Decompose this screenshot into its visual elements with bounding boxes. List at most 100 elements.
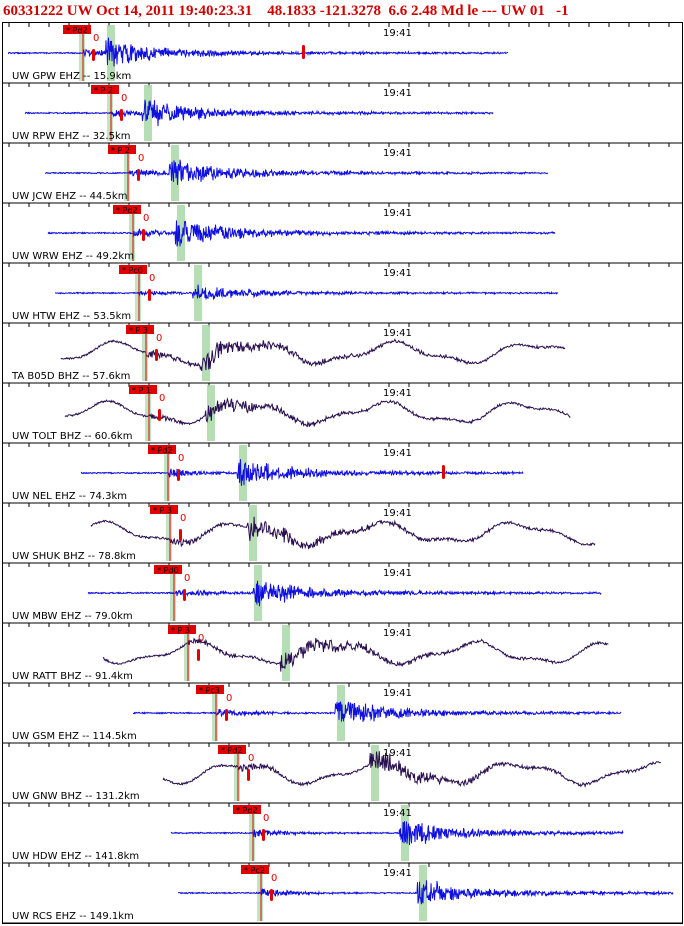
time-label: 19:41 xyxy=(383,868,412,879)
time-ticks xyxy=(8,203,670,207)
pick-weight-marker: 0 xyxy=(138,153,144,164)
trace-row: * P 1 0 19:41 UW TOLT BHZ -- 60.6km xyxy=(3,383,682,444)
station-label: UW RPW EHZ -- 32.5km xyxy=(12,131,131,142)
s-window-band xyxy=(371,745,379,801)
seismogram-svg: * Pd2 0 19:41 UW GPW EHZ -- 15.9km * P 2 0 19:… xyxy=(3,23,682,923)
p-pick-label-box[interactable] xyxy=(126,325,154,334)
trace-row: * Pd2 0 19:41 UW HDW EHZ -- 141.8km xyxy=(3,803,682,864)
pick-weight-marker: 0 xyxy=(263,813,269,824)
pick-weight-marker: 0 xyxy=(178,453,184,464)
waveform xyxy=(24,99,494,127)
waveform xyxy=(162,751,661,789)
trace-row: * Pd2 0 19:41 UW WRW EHZ -- 49.2km xyxy=(3,203,682,264)
time-ticks xyxy=(8,683,670,687)
p-pick-label: * Pd2 xyxy=(116,206,138,215)
pick-weight-marker: 0 xyxy=(143,213,149,224)
station-label: UW GPW EHZ -- 15.9km xyxy=(12,71,131,82)
trace-row: * P 3 0 19:41 UW RATT BHZ -- 91.4km xyxy=(3,623,682,684)
station-label: UW RATT BHZ -- 91.4km xyxy=(12,671,133,682)
time-label: 19:41 xyxy=(383,628,412,639)
station-label: UW SHUK BHZ -- 78.8km xyxy=(12,551,136,562)
pick-weight-tick xyxy=(183,589,186,601)
time-ticks xyxy=(8,803,670,807)
trace-row: * Pd2 0 19:41 UW NEL EHZ -- 74.3km xyxy=(3,443,682,504)
trace-row: * Pc0 0 19:41 UW HTW EHZ -- 53.5km xyxy=(3,263,682,324)
pick-weight-tick xyxy=(177,469,180,481)
p-window-band xyxy=(145,385,151,441)
amplitude-pick-marker[interactable] xyxy=(302,45,305,59)
pick-weight-marker: 0 xyxy=(121,93,127,104)
station-label: UW GNW BHZ -- 131.2km xyxy=(12,791,140,802)
time-label: 19:41 xyxy=(383,568,412,579)
station-label: UW TOLT BHZ -- 60.6km xyxy=(12,431,132,442)
p-pick-label: * Pd2 xyxy=(66,26,88,35)
station-label: UW WRW EHZ -- 49.2km xyxy=(12,251,134,262)
waveform xyxy=(87,580,602,607)
pick-weight-tick xyxy=(120,109,123,121)
pick-weight-tick xyxy=(197,649,200,661)
p-pick-label: * P 2 xyxy=(111,146,130,155)
p-pick-label: * Pc2 xyxy=(244,866,265,875)
waveform xyxy=(64,397,571,428)
time-label: 19:41 xyxy=(383,268,412,279)
p-pick-label-box[interactable] xyxy=(119,265,147,274)
p-pick-label-box[interactable] xyxy=(196,685,224,694)
time-ticks xyxy=(8,443,670,447)
station-label: UW NEL EHZ -- 74.3km xyxy=(12,491,127,502)
time-label: 19:41 xyxy=(383,448,412,459)
time-label: 19:41 xyxy=(383,328,412,339)
pick-weight-marker: 0 xyxy=(248,753,254,764)
time-label: 19:41 xyxy=(383,88,412,99)
p-pick-label-box[interactable] xyxy=(154,565,182,574)
p-pick-label-box[interactable] xyxy=(91,85,119,94)
p-pick-label-box[interactable] xyxy=(168,625,196,634)
pick-weight-marker: 0 xyxy=(271,873,277,884)
p-pick-label-box[interactable] xyxy=(108,145,136,154)
p-pick-label: * P 2 xyxy=(94,86,113,95)
time-label: 19:41 xyxy=(383,388,412,399)
seismogram-panel: * Pd2 0 19:41 UW GPW EHZ -- 15.9km * P 2 0 19:… xyxy=(2,22,683,924)
amplitude-pick-marker[interactable] xyxy=(442,465,445,479)
pick-weight-marker: 0 xyxy=(180,513,186,524)
p-pick-label-box[interactable] xyxy=(113,205,141,214)
s-window-band xyxy=(202,325,210,381)
waveform xyxy=(170,821,624,846)
station-label: UW GSM EHZ -- 114.5km xyxy=(12,731,137,742)
p-pick-label-box[interactable] xyxy=(148,445,176,454)
p-pick-label-box[interactable] xyxy=(129,385,157,394)
pick-weight-tick xyxy=(155,349,158,361)
pick-weight-tick xyxy=(142,229,145,241)
p-pick-label: * P 3 xyxy=(129,326,148,335)
p-pick-label: * Pd2 xyxy=(236,806,258,815)
waveform xyxy=(47,220,556,247)
p-window-band xyxy=(142,325,148,381)
p-pick-label-box[interactable] xyxy=(218,745,246,754)
trace-row: * Pc2 0 19:41 UW RCS EHZ -- 149.1km xyxy=(3,863,682,923)
trace-row: * P 2 0 19:41 UW JCW EHZ -- 44.5km xyxy=(3,143,682,204)
p-pick-label-box[interactable] xyxy=(63,25,91,34)
p-window-band xyxy=(166,505,172,561)
trace-row: * P 3 0 19:41 TA B05D BHZ -- 57.6km xyxy=(3,323,682,384)
time-ticks xyxy=(8,863,670,867)
trace-row: * P 3 0 19:41 UW SHUK BHZ -- 78.8km xyxy=(3,503,682,564)
trace-row: * Pd2 0 19:41 UW GNW BHZ -- 131.2km xyxy=(3,743,682,804)
waveform xyxy=(44,159,548,185)
p-pick-label-box[interactable] xyxy=(241,865,269,874)
p-pick-label-box[interactable] xyxy=(233,805,261,814)
pick-weight-tick xyxy=(158,409,161,421)
pick-weight-tick xyxy=(262,829,265,841)
time-ticks xyxy=(8,383,670,387)
pick-weight-marker: 0 xyxy=(184,573,190,584)
pick-weight-tick xyxy=(270,889,273,901)
s-window-band xyxy=(107,25,115,81)
trace-row: * Pd2 0 19:41 UW GPW EHZ -- 15.9km xyxy=(3,23,682,84)
p-pick-label: * P 3 xyxy=(171,626,190,635)
pick-weight-tick xyxy=(148,289,151,301)
p-pick-label-box[interactable] xyxy=(150,505,178,514)
station-label: UW RCS EHZ -- 149.1km xyxy=(12,911,134,922)
station-label: UW HTW EHZ -- 53.5km xyxy=(12,311,131,322)
time-label: 19:41 xyxy=(383,748,412,759)
s-window-band xyxy=(177,205,185,261)
p-pick-label: * Pc0 xyxy=(122,266,143,275)
waveform xyxy=(102,637,609,672)
